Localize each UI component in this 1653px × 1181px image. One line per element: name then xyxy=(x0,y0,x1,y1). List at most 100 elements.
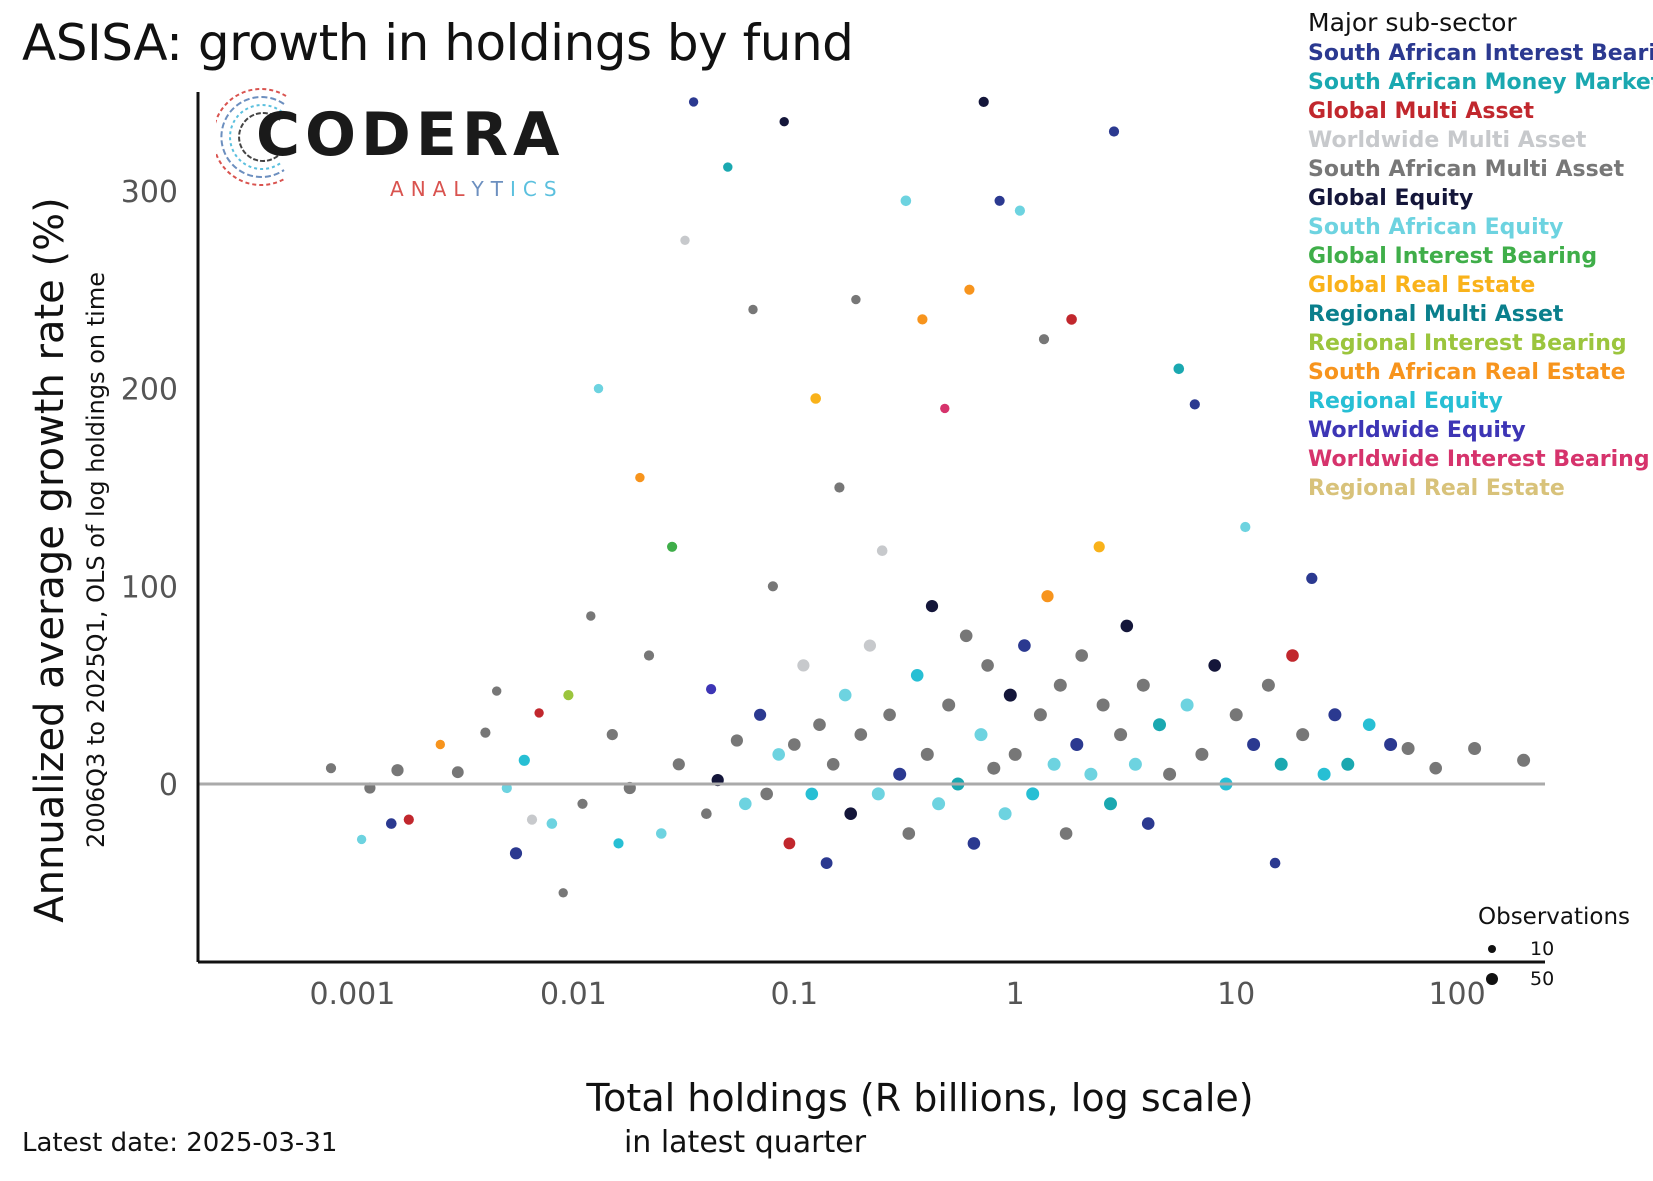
size-legend-title: Observations xyxy=(1478,904,1631,930)
data-point xyxy=(1317,767,1331,781)
data-point xyxy=(902,827,916,840)
data-point xyxy=(1070,738,1084,751)
data-point xyxy=(1180,698,1194,712)
x-tick-label: 0.001 xyxy=(309,977,395,1012)
x-tick-label: 0.1 xyxy=(770,977,818,1012)
data-point xyxy=(1128,757,1142,771)
x-tick-label: 100 xyxy=(1428,977,1485,1012)
data-point xyxy=(1084,767,1098,781)
data-point xyxy=(788,738,801,751)
x-axis-title: Total holdings (R billions, log scale) xyxy=(586,1076,1254,1120)
data-point xyxy=(391,764,404,777)
data-point xyxy=(760,787,773,801)
data-point xyxy=(480,727,491,738)
data-point xyxy=(1341,757,1355,771)
data-point xyxy=(1269,857,1281,869)
data-point xyxy=(754,708,767,721)
data-point xyxy=(994,195,1005,206)
data-point xyxy=(1384,738,1398,751)
data-point xyxy=(356,834,367,845)
data-point xyxy=(1229,708,1243,722)
data-point xyxy=(964,284,975,295)
data-point xyxy=(325,763,337,774)
data-point xyxy=(1306,572,1318,585)
y-axis-subtitle: 2006Q3 to 2025Q1, OLS of log holdings on… xyxy=(82,272,110,848)
data-point xyxy=(1096,698,1110,712)
data-point xyxy=(451,766,464,779)
y-tick-label: 0 xyxy=(159,768,178,803)
codera-logo: CODERA ANALYTICS xyxy=(216,82,596,212)
data-point xyxy=(1075,649,1088,662)
data-point xyxy=(613,838,624,849)
legend-item: South African Multi Asset xyxy=(1308,157,1625,182)
data-point xyxy=(893,767,907,781)
data-point xyxy=(1093,541,1105,553)
data-point xyxy=(701,808,712,819)
data-point xyxy=(386,818,397,829)
x-tick-label: 10 xyxy=(1217,977,1255,1012)
data-point xyxy=(586,611,596,621)
data-point xyxy=(593,383,604,394)
data-point xyxy=(883,708,896,722)
data-point xyxy=(1328,708,1342,722)
data-point xyxy=(577,798,588,809)
data-point xyxy=(656,828,667,839)
data-point xyxy=(998,807,1012,821)
y-tick-label: 300 xyxy=(121,175,178,210)
size-legend-label: 10 xyxy=(1530,938,1555,960)
data-point xyxy=(987,761,1001,775)
data-point xyxy=(783,837,796,850)
data-point xyxy=(779,117,789,127)
size-legend-dot xyxy=(1485,972,1499,986)
data-point xyxy=(1008,747,1022,761)
data-point xyxy=(1240,521,1251,533)
data-point xyxy=(1274,757,1288,771)
data-point xyxy=(974,728,988,742)
data-point xyxy=(1114,728,1128,742)
data-point xyxy=(851,294,861,305)
data-point xyxy=(844,807,857,820)
ticks-layer: 0.001 0.01 0.1 1 10 100 0 100 200 300 xyxy=(121,175,1486,1012)
data-point xyxy=(1286,649,1299,662)
data-point xyxy=(518,754,530,766)
data-point xyxy=(813,718,826,731)
data-point xyxy=(910,669,924,682)
data-point xyxy=(876,545,888,556)
data-point xyxy=(940,403,950,414)
data-point xyxy=(1141,817,1155,830)
data-point xyxy=(1362,718,1376,731)
data-point xyxy=(1038,334,1050,345)
color-legend: Major sub-sector South African Interest … xyxy=(1308,8,1653,503)
legend-item: Regional Interest Bearing xyxy=(1308,331,1627,356)
data-point xyxy=(1066,314,1077,325)
data-point xyxy=(1468,742,1482,755)
data-point xyxy=(739,797,752,811)
data-point xyxy=(854,728,868,741)
legend-title: Major sub-sector xyxy=(1308,8,1517,37)
data-point xyxy=(917,314,928,325)
data-point xyxy=(838,688,852,702)
data-point xyxy=(1014,205,1025,216)
data-point xyxy=(672,758,685,771)
data-point xyxy=(1189,399,1200,410)
data-point xyxy=(772,748,785,761)
data-point xyxy=(942,698,956,712)
size-legend-label: 50 xyxy=(1530,968,1555,990)
x-tick-label: 1 xyxy=(1006,977,1025,1012)
data-point xyxy=(925,600,939,613)
legend-item: Regional Equity xyxy=(1308,389,1503,414)
data-point xyxy=(534,708,544,718)
data-point xyxy=(1059,827,1073,840)
data-point xyxy=(767,581,779,592)
data-point xyxy=(981,659,994,672)
data-point xyxy=(606,729,618,741)
data-point xyxy=(667,541,678,552)
y-tick-label: 200 xyxy=(121,373,178,408)
data-point xyxy=(1003,688,1017,702)
legend-item: Regional Multi Asset xyxy=(1308,302,1564,327)
data-point xyxy=(526,814,538,825)
data-point xyxy=(1261,678,1275,692)
legend-item: Global Real Estate xyxy=(1308,273,1536,298)
y-tick-label: 100 xyxy=(121,570,178,605)
data-point xyxy=(967,837,981,850)
